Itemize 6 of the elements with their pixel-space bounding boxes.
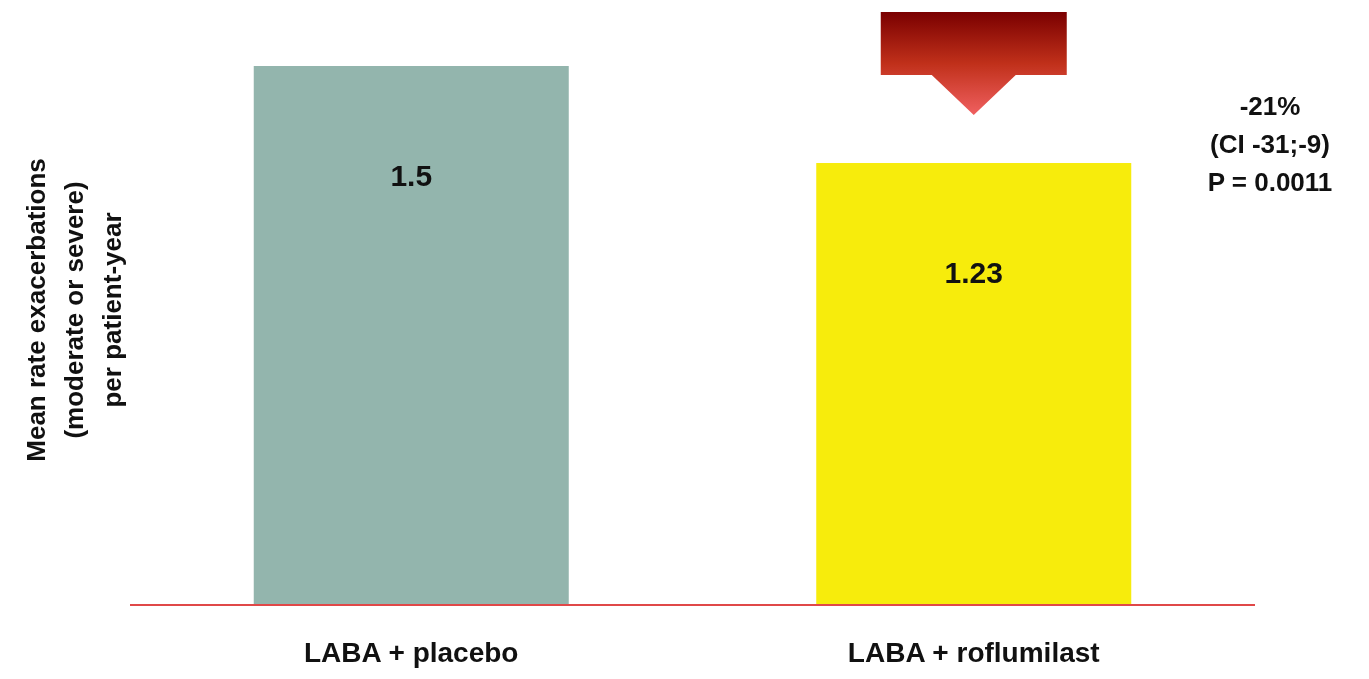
data-label: 1.23	[944, 256, 1003, 290]
data-label: 1.5	[390, 159, 433, 192]
x-tick-label: LABA + placebo	[304, 637, 519, 668]
y-axis-title: Mean rate exacerbations (moderate or severe) per patient-year	[21, 158, 127, 462]
x-tick-label: LABA + roflumilast	[847, 637, 1100, 668]
annotation: -21% (CI -31;-9) P = 0.0011	[1207, 91, 1333, 197]
